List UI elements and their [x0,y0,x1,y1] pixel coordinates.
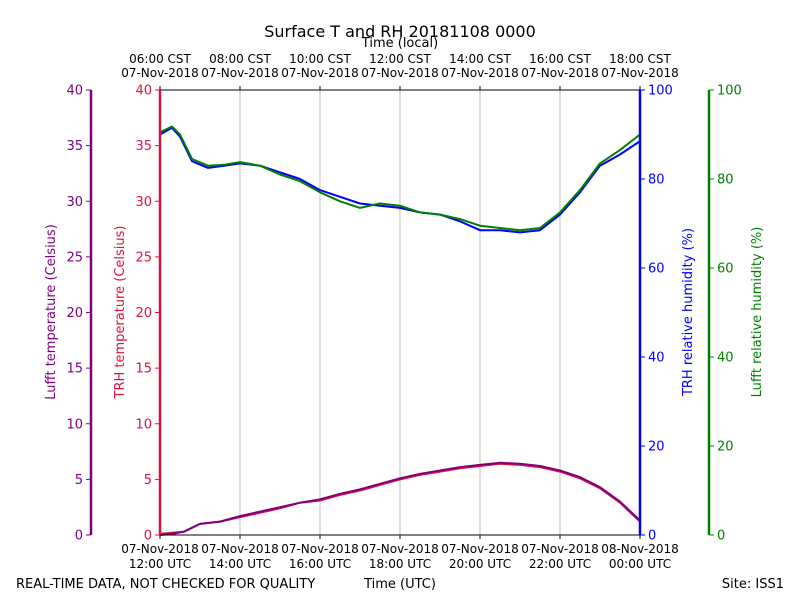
top-tick-label-date: 07-Nov-2018 [201,66,279,80]
trh-humidity-line [159,126,641,234]
bottom-tick-label-date: 07-Nov-2018 [361,542,439,556]
lufft-rh-axis-tick-label: 40 [717,351,734,366]
lufft-temp-axis-tick-label: 35 [66,139,83,154]
lufft-rh-axis-label: Lufft relative humidity (%) [750,227,765,398]
bottom-tick-label-time: 00:00 UTC [609,557,671,571]
trh-temp-axis-tick-label: 10 [135,417,152,432]
trh-temp-axis-tick-label: 40 [135,84,152,99]
lufft-temp-axis-tick-label: 20 [66,306,83,321]
bottom-tick-label-time: 22:00 UTC [529,557,591,571]
trh-temp-axis-tick-label: 30 [135,195,152,210]
trh-temp-axis-tick-label: 35 [135,139,152,154]
trh-temp-axis-tick-label: 15 [135,362,152,377]
series-layer [159,125,641,536]
trh-temp-axis-tick-label: 0 [144,529,152,544]
bottom-tick-label-date: 07-Nov-2018 [521,542,599,556]
top-tick-label-date: 07-Nov-2018 [121,66,199,80]
footer-site-text: Site: ISS1 [722,577,784,592]
top-tick-label-time: 14:00 CST [449,52,511,66]
lufft-temp-axis-tick-label: 0 [75,529,83,544]
lufft-temp-axis-tick-label: 10 [66,417,83,432]
bottom-tick-label-time: 14:00 UTC [209,557,271,571]
lufft-temperature-line [159,461,641,536]
top-tick-label-time: 12:00 CST [369,52,431,66]
bottom-tick-label-time: 12:00 UTC [129,557,191,571]
bottom-tick-label-date: 07-Nov-2018 [121,542,199,556]
lufft-humidity-line [159,125,641,232]
trh-rh-axis-tick-label: 100 [648,84,673,99]
trh-rh-axis-label: TRH relative humidity (%) [681,228,696,397]
lufft-temp-axis-label: Lufft temperature (Celsius) [44,224,59,400]
bottom-tick-label-date: 08-Nov-2018 [601,542,679,556]
bottom-tick-label-time: 20:00 UTC [449,557,511,571]
top-tick-label-date: 07-Nov-2018 [601,66,679,80]
top-tick-label-time: 10:00 CST [289,52,351,66]
top-tick-label-time: 18:00 CST [609,52,671,66]
trh-temp-axis-tick-label: 20 [135,306,152,321]
bottom-tick-label-time: 16:00 UTC [289,557,351,571]
grid-lines [239,90,561,535]
lufft-temp-axis-tick-label: 25 [66,250,83,265]
top-axis-label: Time (local) [361,36,438,51]
top-tick-label-date: 07-Nov-2018 [281,66,359,80]
top-tick-label-time: 16:00 CST [529,52,591,66]
bottom-tick-label-date: 07-Nov-2018 [441,542,519,556]
trh-rh-axis-tick-label: 40 [648,351,665,366]
trh-rh-axis-tick-label: 20 [648,440,665,455]
chart-title: Surface T and RH 20181108 0000 [264,22,536,41]
lufft-rh-axis-tick-label: 100 [717,84,742,99]
lufft-temp-axis-tick-label: 15 [66,362,83,377]
trh-rh-axis-tick-label: 60 [648,262,665,277]
trh-temp-axis-label: TRH temperature (Celsius) [113,226,128,400]
axes-layer: 0 5 10 15 20 25 30 35 40 0 5 10 15 20 25 30 35 40 0 20 40 60 8… [66,52,741,571]
top-tick-label-time: 06:00 CST [129,52,191,66]
trh-temp-axis-tick-label: 5 [144,473,152,488]
lufft-temp-axis-tick-label: 40 [66,84,83,99]
footer-quality-text: REAL-TIME DATA, NOT CHECKED FOR QUALITY [16,577,315,592]
top-tick-label-date: 07-Nov-2018 [361,66,439,80]
top-tick-label-time: 08:00 CST [209,52,271,66]
bottom-tick-label-date: 07-Nov-2018 [201,542,279,556]
trh-rh-axis-tick-label: 0 [648,529,656,544]
x-axis-label: Time (UTC) [363,577,436,592]
trh-temp-axis-tick-label: 25 [135,250,152,265]
top-tick-label-date: 07-Nov-2018 [521,66,599,80]
trh-rh-axis-tick-label: 80 [648,173,665,188]
bottom-tick-label-date: 07-Nov-2018 [281,542,359,556]
lufft-rh-axis-tick-label: 0 [717,529,725,544]
bottom-tick-label-time: 18:00 UTC [369,557,431,571]
lufft-rh-axis-tick-label: 60 [717,262,734,277]
top-tick-label-date: 07-Nov-2018 [441,66,519,80]
lufft-temp-axis-tick-label: 30 [66,195,83,210]
lufft-rh-axis-tick-label: 80 [717,173,734,188]
lufft-temp-axis-tick-label: 5 [75,473,83,488]
lufft-rh-axis-tick-label: 20 [717,440,734,455]
